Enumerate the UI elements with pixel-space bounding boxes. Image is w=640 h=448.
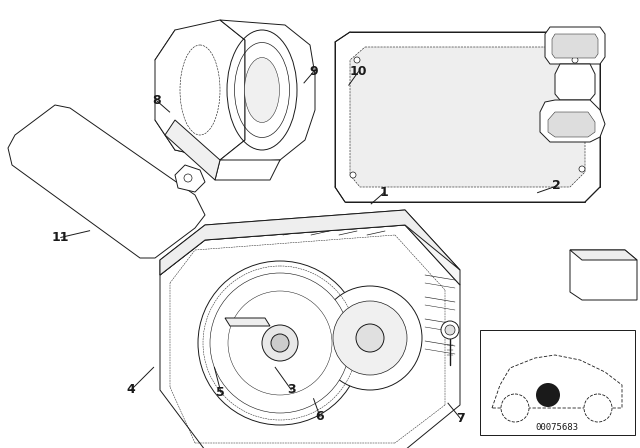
Text: 7: 7 (456, 412, 465, 426)
Polygon shape (350, 47, 585, 187)
Bar (480, 330, 635, 435)
Text: 9: 9 (309, 65, 318, 78)
Circle shape (501, 394, 529, 422)
Polygon shape (225, 318, 270, 326)
Circle shape (210, 273, 350, 413)
Text: 00075683: 00075683 (536, 422, 579, 431)
Circle shape (198, 261, 362, 425)
Ellipse shape (244, 57, 280, 122)
Circle shape (441, 321, 459, 339)
Circle shape (228, 291, 332, 395)
Polygon shape (160, 210, 460, 285)
Text: 5: 5 (216, 385, 225, 399)
Polygon shape (335, 32, 600, 202)
Polygon shape (570, 250, 637, 300)
Polygon shape (555, 64, 595, 100)
Text: 11: 11 (52, 231, 70, 244)
Circle shape (354, 57, 360, 63)
Polygon shape (552, 34, 598, 58)
Circle shape (184, 174, 192, 182)
Polygon shape (540, 100, 605, 142)
Polygon shape (372, 325, 402, 367)
Circle shape (271, 334, 289, 352)
Circle shape (350, 172, 356, 178)
Text: 8: 8 (152, 94, 161, 108)
Text: 4: 4 (127, 383, 136, 396)
Text: 10: 10 (349, 65, 367, 78)
Circle shape (356, 324, 384, 352)
Polygon shape (155, 20, 245, 160)
Polygon shape (215, 160, 280, 180)
Polygon shape (220, 20, 315, 162)
Polygon shape (215, 318, 275, 353)
Polygon shape (165, 120, 220, 180)
Polygon shape (160, 210, 460, 275)
Polygon shape (160, 225, 460, 448)
Polygon shape (175, 165, 205, 192)
Circle shape (445, 325, 455, 335)
Circle shape (536, 383, 560, 407)
Polygon shape (8, 105, 205, 258)
Polygon shape (548, 112, 595, 137)
Circle shape (572, 57, 578, 63)
Polygon shape (545, 27, 605, 64)
Polygon shape (570, 250, 637, 260)
Text: 6: 6 (316, 410, 324, 423)
Circle shape (262, 325, 298, 361)
Text: 1: 1 (380, 186, 388, 199)
Circle shape (318, 286, 422, 390)
Circle shape (579, 166, 585, 172)
Circle shape (333, 301, 407, 375)
Text: 3: 3 (287, 383, 296, 396)
Circle shape (584, 394, 612, 422)
Text: 2: 2 (552, 179, 561, 193)
